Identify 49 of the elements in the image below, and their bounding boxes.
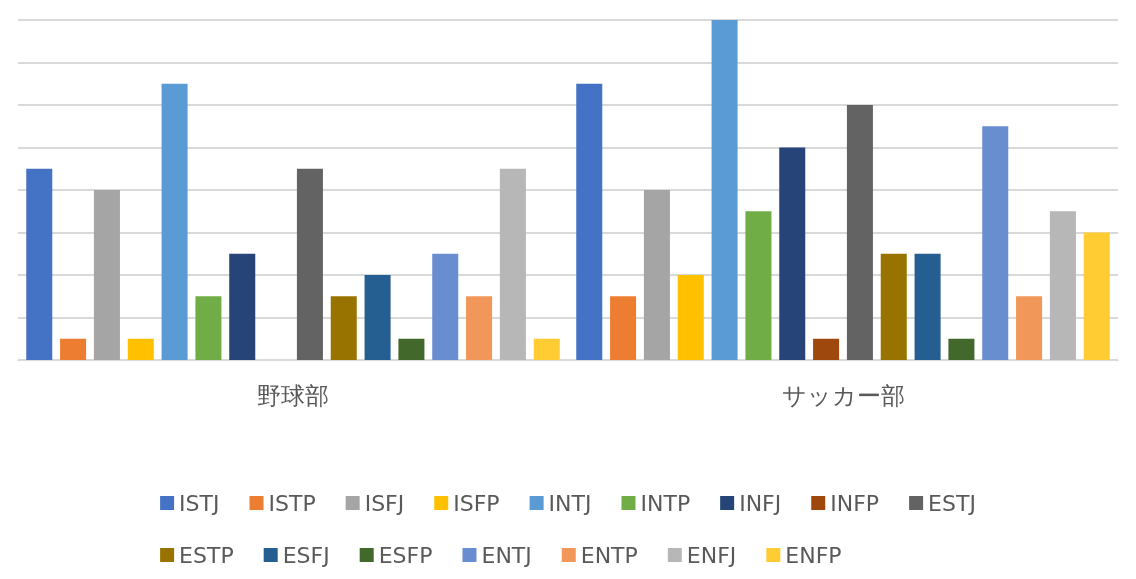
bar xyxy=(982,126,1009,360)
bar xyxy=(711,20,738,360)
legend-label: INTP xyxy=(640,490,691,516)
bar xyxy=(60,338,87,360)
bar xyxy=(610,296,637,360)
bar xyxy=(813,338,840,360)
legend-label: ENTP xyxy=(580,542,638,568)
legend-label: INTJ xyxy=(548,490,592,516)
bar xyxy=(745,211,772,360)
legend-label: ESFJ xyxy=(282,542,330,568)
legend-label: INFJ xyxy=(739,490,782,516)
bar xyxy=(466,296,493,360)
bar xyxy=(161,83,188,360)
bar xyxy=(914,253,941,360)
legend-label: ESTJ xyxy=(928,490,976,516)
bar xyxy=(398,338,425,360)
bar xyxy=(846,105,873,360)
legend-label: ISFP xyxy=(453,490,500,516)
bar xyxy=(499,168,526,360)
bar xyxy=(26,168,53,360)
bar xyxy=(880,253,907,360)
legend-label: INFP xyxy=(830,490,880,516)
x-tick-label: サッカー部 xyxy=(781,382,905,410)
legend-label: ENFJ xyxy=(686,542,737,568)
legend-label: ENTJ xyxy=(481,542,532,568)
bar xyxy=(576,83,603,360)
bar xyxy=(229,253,256,360)
bar xyxy=(330,296,357,360)
bar xyxy=(1016,296,1043,360)
bar xyxy=(93,190,120,360)
bar xyxy=(948,338,975,360)
bar xyxy=(1083,232,1110,360)
bar xyxy=(779,147,806,360)
bar xyxy=(677,275,704,360)
bar xyxy=(643,190,670,360)
x-tick-label: 野球部 xyxy=(257,382,329,410)
bar xyxy=(533,338,560,360)
legend-label: ISFJ xyxy=(364,490,405,516)
bar xyxy=(296,168,323,360)
bar xyxy=(127,338,154,360)
legend-label: ESTP xyxy=(179,542,234,568)
bar xyxy=(195,296,222,360)
legend-label: ISTP xyxy=(268,490,316,516)
legend-label: ISTJ xyxy=(179,490,220,516)
legend-label: ESFP xyxy=(378,542,433,568)
legend-label: ENFP xyxy=(785,542,842,568)
bar xyxy=(432,253,459,360)
bar xyxy=(1049,211,1076,360)
bar xyxy=(364,275,391,360)
